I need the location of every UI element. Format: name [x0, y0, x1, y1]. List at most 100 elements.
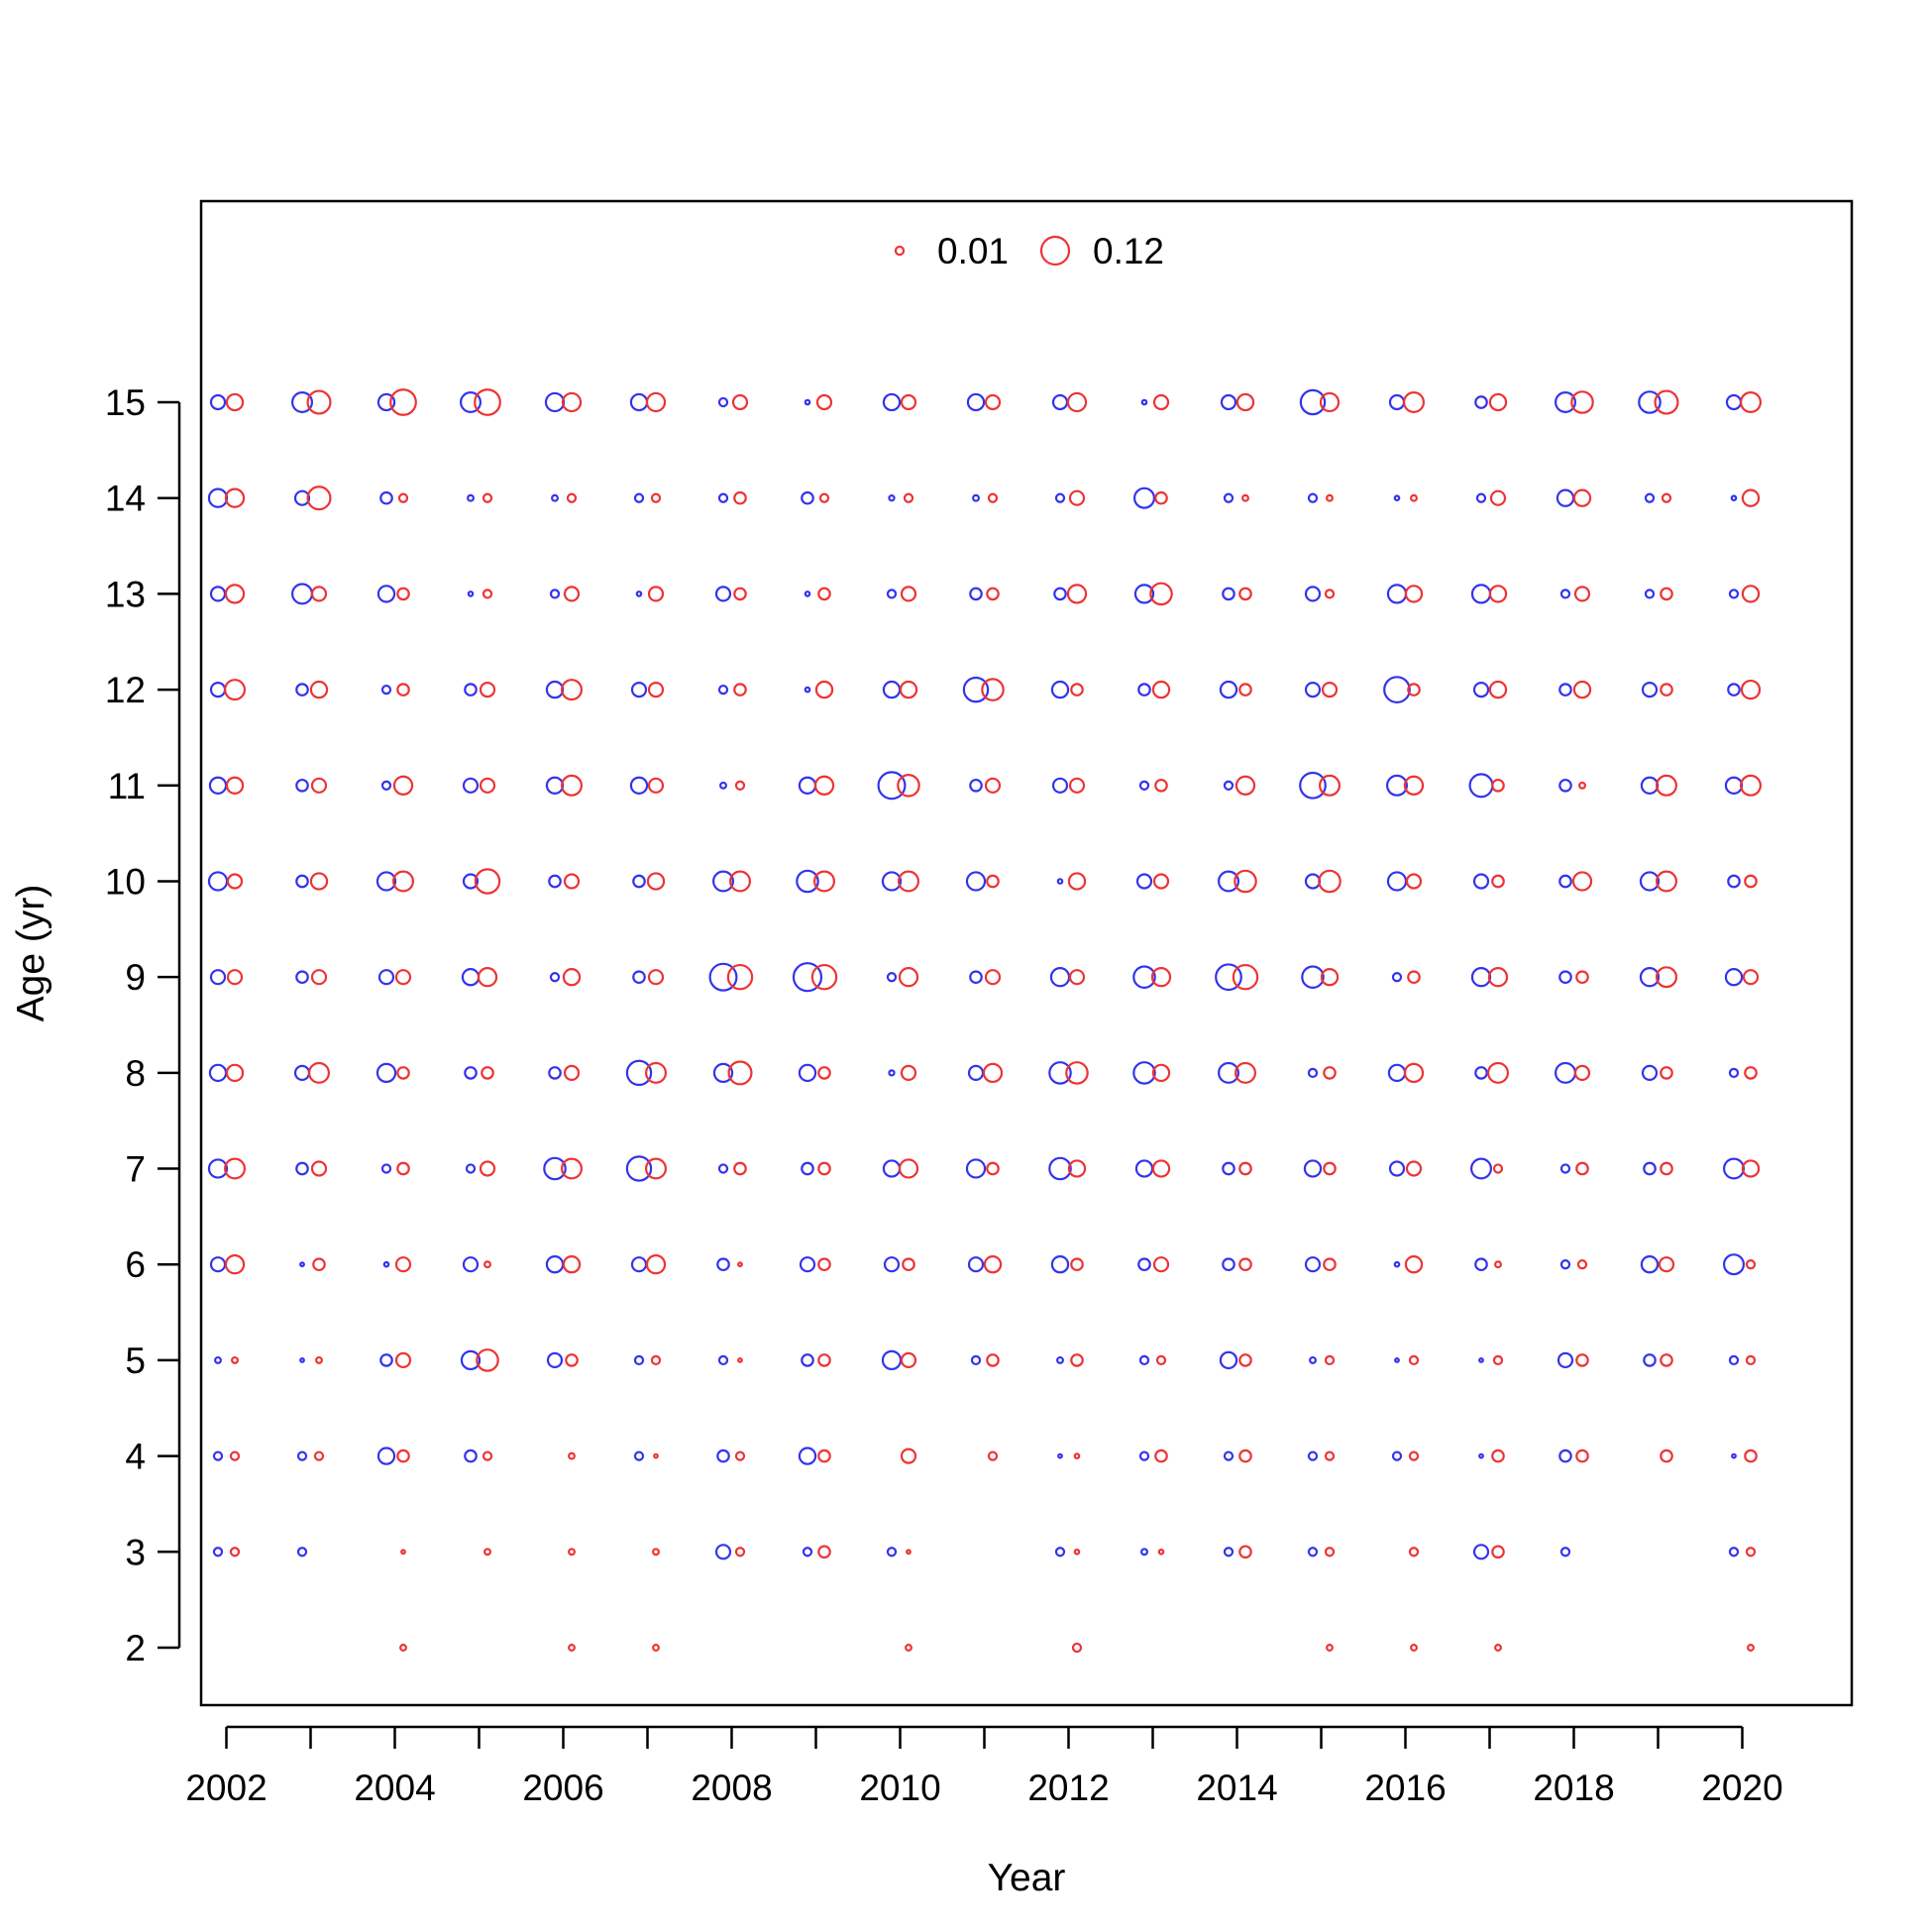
bubble-point [1138, 780, 1150, 791]
bubble-point [1232, 963, 1259, 991]
bubble-point [224, 584, 246, 604]
bubble-point [1641, 1064, 1659, 1082]
bubble-point [1132, 1061, 1156, 1085]
bubble-point [1324, 1547, 1336, 1557]
bubble-point [549, 589, 561, 599]
bubble-point [565, 1353, 579, 1367]
bubble-point [467, 493, 475, 502]
x-tick-label: 2018 [1533, 1768, 1614, 1808]
bubble-point [1066, 391, 1088, 413]
bubble-point [1478, 1452, 1484, 1459]
bubble-point [1492, 1354, 1504, 1366]
bubble-point [817, 1449, 831, 1463]
legend-label: 0.01 [937, 231, 1009, 271]
bubble-point [1402, 391, 1425, 414]
bubble-point [476, 1348, 499, 1372]
bubble-point [1320, 968, 1340, 987]
x-tick-label: 2020 [1701, 1768, 1782, 1808]
bubble-point [561, 391, 583, 413]
bubble-point [1559, 1259, 1571, 1270]
bubble-point [1660, 587, 1673, 601]
bubble-point [817, 1161, 831, 1176]
bubble-point [309, 872, 329, 891]
bubble-point [1727, 874, 1741, 889]
y-tick-label: 2 [125, 1628, 146, 1668]
bubble-point [1558, 970, 1572, 985]
bubble-point [987, 1450, 999, 1461]
bubble-point [1578, 781, 1586, 790]
bubble-point [1235, 392, 1255, 412]
bubble-point [714, 586, 732, 602]
bubble-point [813, 775, 835, 796]
bubble-point [1393, 494, 1401, 502]
bubble-point [464, 1066, 478, 1080]
y-tick-label: 15 [105, 382, 146, 423]
bubble-point [717, 396, 729, 408]
bubble-point [1558, 874, 1572, 889]
bubble-point [802, 1547, 813, 1557]
bubble-point [1744, 1449, 1758, 1463]
bubble-point [1744, 1066, 1758, 1080]
bubble-point [1643, 1161, 1657, 1176]
bubble-point [1489, 489, 1507, 506]
bubble-point [986, 874, 1000, 889]
bubble-point [633, 1354, 645, 1366]
bubble-point [886, 589, 898, 599]
bubble-point [229, 1450, 241, 1461]
bubble-point [1494, 1644, 1502, 1652]
bubble-point [1132, 965, 1156, 989]
bubble-point [546, 1351, 564, 1369]
bubble-point [1741, 488, 1761, 507]
bubble-point [1556, 1351, 1574, 1369]
bubble-point [560, 679, 583, 701]
bubble-point [1405, 873, 1423, 890]
bubble-point [635, 590, 643, 597]
bubble-point [1304, 586, 1322, 602]
bubble-point [548, 874, 562, 889]
bubble-point [1301, 965, 1325, 989]
bubble-point [379, 1353, 393, 1367]
bubble-point [548, 1066, 562, 1080]
bubble-point [900, 1448, 917, 1464]
bubble-point [1135, 873, 1153, 890]
bubble-point [898, 1158, 919, 1179]
bubble-point [1151, 1063, 1171, 1083]
bubble-point [645, 1254, 667, 1275]
bubble-point [712, 1062, 734, 1084]
bubble-point [1492, 1163, 1504, 1174]
bubble-point [1238, 1353, 1252, 1367]
bubble-point [905, 1644, 912, 1652]
bubble-point [299, 1261, 305, 1268]
bubble-point [1068, 489, 1086, 506]
bubble-point [231, 1355, 239, 1364]
x-tick-label: 2016 [1364, 1768, 1446, 1808]
bubble-point [1303, 1159, 1323, 1178]
bubble-point [1154, 490, 1168, 505]
bubble-point [1223, 1450, 1234, 1461]
bubble-point [1640, 1255, 1660, 1274]
bubble-point [462, 1256, 480, 1273]
bubble-point [482, 492, 493, 503]
bubble-point [1491, 1449, 1505, 1463]
bubble-point [1472, 1544, 1490, 1560]
bubble-point [647, 586, 665, 602]
bubble-point [1572, 680, 1592, 699]
bubble-point [1050, 680, 1070, 699]
y-tick-label: 11 [108, 766, 146, 806]
bubble-point [734, 1450, 746, 1461]
bubble-point [560, 1157, 583, 1180]
bubble-point [986, 1353, 1000, 1367]
bubble-point [1724, 968, 1744, 987]
bubble-point [886, 972, 898, 983]
bubble-point [632, 970, 646, 985]
bubble-point [1572, 488, 1592, 507]
bubble-point [877, 771, 907, 801]
bubble-point [801, 1353, 814, 1367]
bubble-point [1150, 967, 1172, 988]
bubble-point [483, 1260, 491, 1269]
bubble-point [1238, 1449, 1252, 1463]
bubble-point [392, 870, 415, 893]
bubble-point [479, 681, 496, 698]
bubble-point [1222, 587, 1235, 601]
bubble-point [376, 871, 397, 892]
